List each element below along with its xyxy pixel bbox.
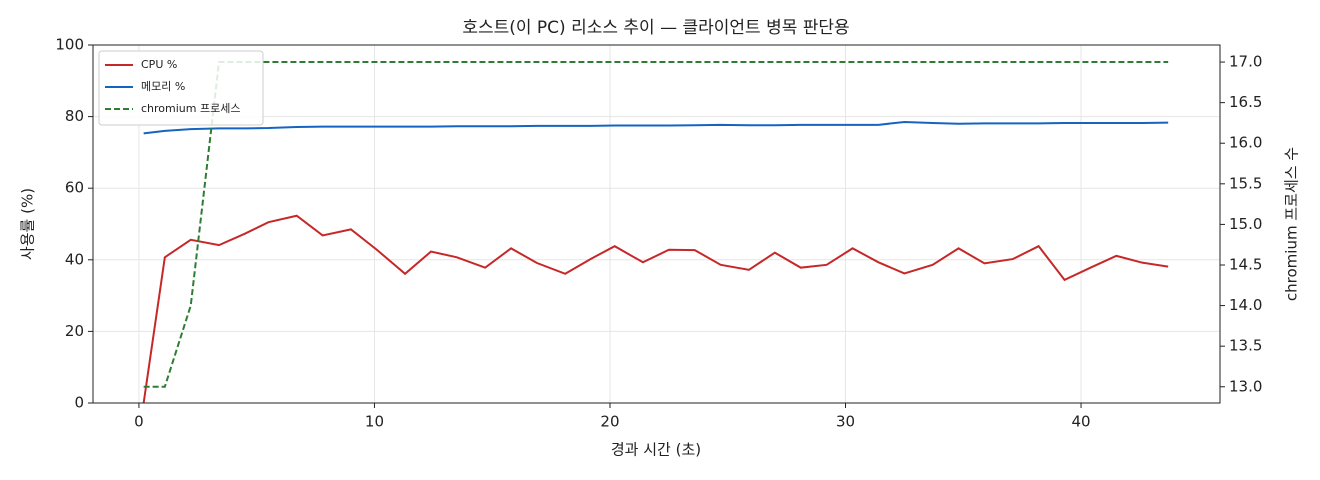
y2-tick-label: 15.5 [1229, 174, 1262, 192]
y2-tick-label: 14.0 [1229, 296, 1262, 314]
y2-tick-label: 13.5 [1229, 337, 1262, 355]
y-tick-label: 40 [65, 250, 84, 268]
series-line [142, 214, 1169, 404]
x-tick-label: 20 [600, 413, 619, 431]
chart-title: 호스트(이 PC) 리소스 추이 — 클라이언트 병목 판단용 [462, 18, 849, 38]
y2-tick-label: 16.5 [1229, 93, 1262, 111]
legend-box [98, 50, 264, 126]
y-axis-label: 사용률 (%) [19, 188, 37, 260]
y2-tick-label: 13.0 [1229, 377, 1262, 395]
y2-tick-label: 16.0 [1229, 134, 1262, 152]
x-tick-label: 10 [365, 413, 384, 431]
y-tick-label: 100 [55, 36, 84, 54]
legend-label: CPU % [141, 58, 177, 71]
y-tick-label: 60 [65, 179, 84, 197]
x-tick-label: 30 [836, 413, 855, 431]
series-line [143, 61, 1169, 388]
x-tick-label: 0 [134, 413, 144, 431]
x-axis-label: 경과 시간 (초) [611, 441, 701, 459]
y2-tick-label: 14.5 [1229, 255, 1262, 273]
y-tick-label: 0 [74, 394, 84, 412]
plot-frame [92, 44, 1221, 404]
y-tick-label: 80 [65, 107, 84, 125]
y2-tick-label: 17.0 [1229, 53, 1262, 71]
legend-label: 메모리 % [141, 80, 185, 93]
y-tick-label: 20 [65, 322, 84, 340]
y2-axis-label: chromium 프로세스 수 [1283, 147, 1301, 301]
x-tick-label: 40 [1071, 413, 1090, 431]
series-line [143, 120, 1169, 135]
y2-tick-label: 15.0 [1229, 215, 1262, 233]
legend-label: chromium 프로세스 [141, 102, 240, 115]
